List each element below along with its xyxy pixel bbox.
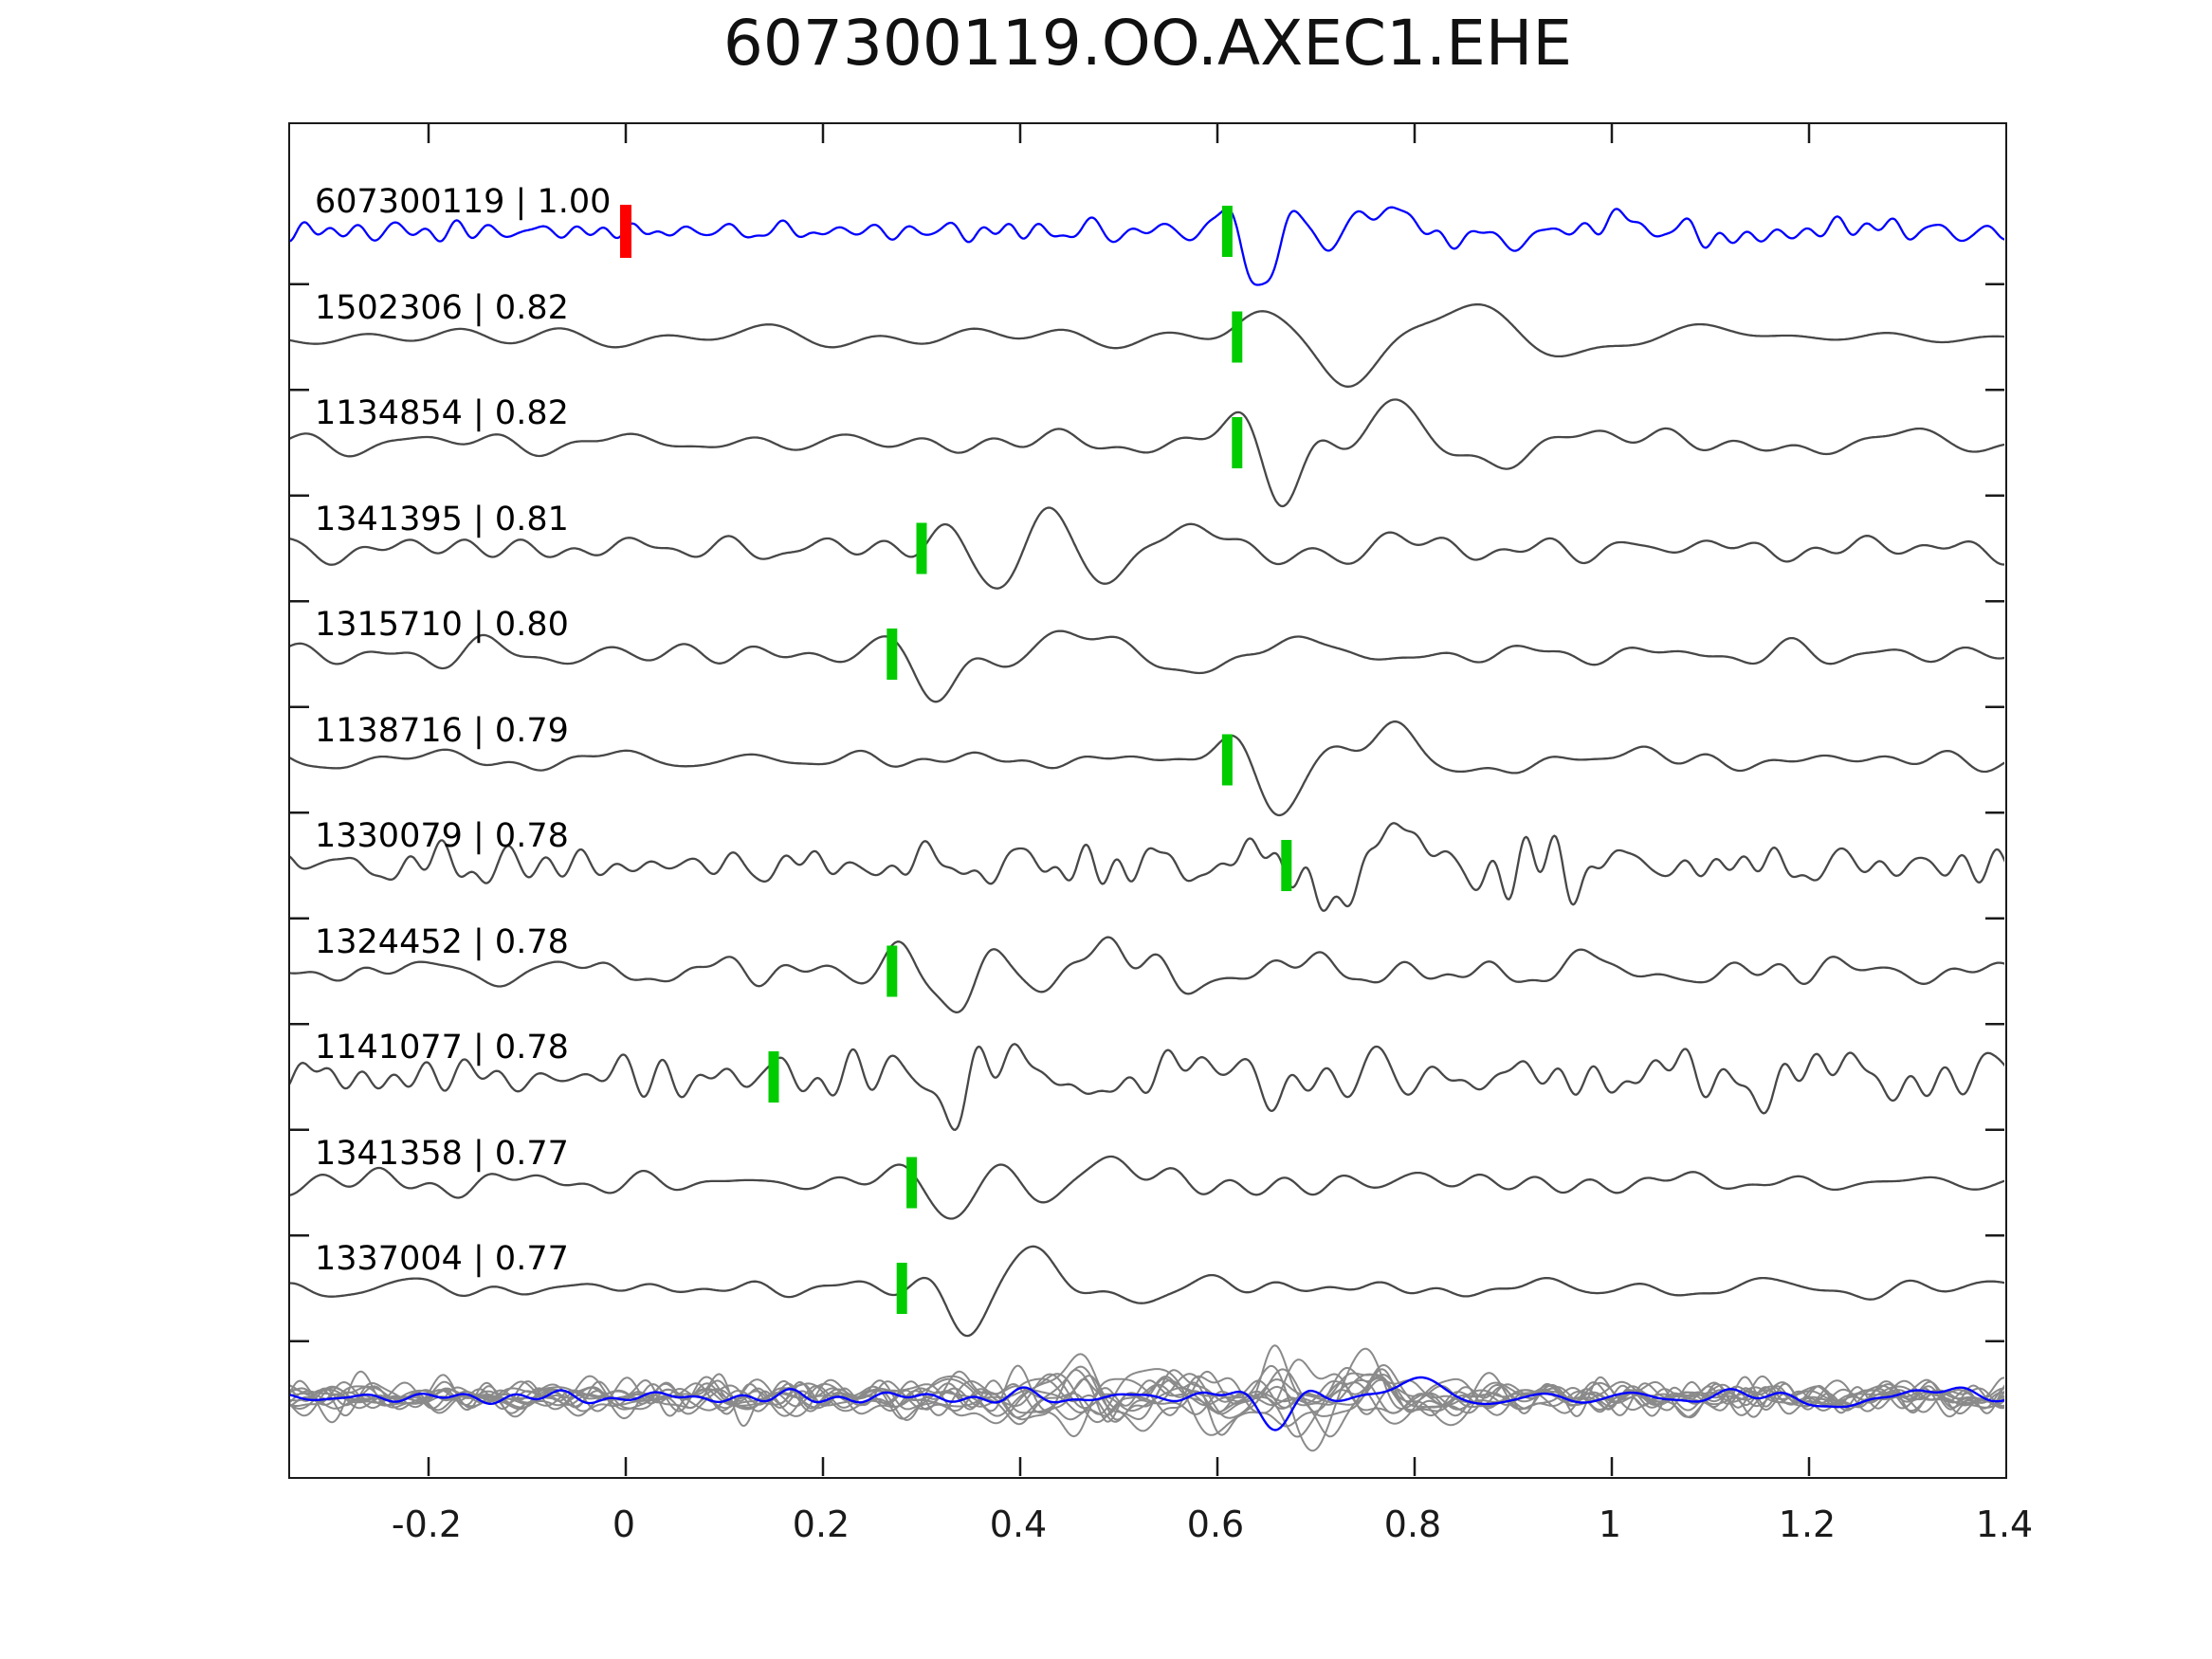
chart-title: 607300119.OO.AXEC1.EHE <box>722 7 1573 80</box>
trace-label: 1330079 | 0.78 <box>315 817 569 855</box>
trace-label: 1502306 | 0.82 <box>315 288 569 327</box>
waveform-path <box>290 302 2004 388</box>
pick-marker <box>887 945 898 997</box>
waveform-path <box>290 1376 2004 1431</box>
waveform-path <box>290 629 2004 703</box>
waveform-path <box>290 398 2004 508</box>
x-tick-label: 0.4 <box>989 1504 1048 1545</box>
trace-label: 607300119 | 1.00 <box>315 183 612 221</box>
trace-label: 1324452 | 0.78 <box>315 922 569 961</box>
x-tick-label: 0 <box>612 1504 636 1545</box>
trace-label: 1341358 | 0.77 <box>315 1134 569 1173</box>
x-tick-label: 1 <box>1598 1504 1622 1545</box>
waveform-path <box>290 1344 2004 1438</box>
waveform-path <box>290 1376 2004 1427</box>
waveform-svg <box>290 124 2004 1476</box>
pick-marker <box>1232 311 1243 363</box>
trace-label: 1134854 | 0.82 <box>315 394 569 432</box>
pick-marker <box>887 629 898 680</box>
x-tick-label: 0.6 <box>1186 1504 1245 1545</box>
waveform-path <box>290 1376 2004 1417</box>
pick-marker <box>1221 206 1233 257</box>
pick-marker <box>906 1157 918 1209</box>
pick-marker <box>768 1051 779 1103</box>
trace-label: 1138716 | 0.79 <box>315 711 569 750</box>
waveform-path <box>290 720 2004 817</box>
x-tick-label: 0.8 <box>1383 1504 1442 1545</box>
waveform-path <box>290 1245 2004 1338</box>
trace-labels-layer: 607300119 | 1.00 1502306 | 0.82 1134854 | … <box>290 124 2005 1477</box>
waveform-path <box>290 1043 2004 1131</box>
waveform-path <box>290 506 2004 590</box>
x-tick-label: 1.4 <box>1975 1504 2034 1545</box>
waveform-path <box>290 1347 2004 1452</box>
x-tick-label: -0.2 <box>391 1504 463 1545</box>
waveform-path <box>290 1155 2004 1220</box>
trace-label: 1337004 | 0.77 <box>315 1240 569 1278</box>
plot-area: 607300119 | 1.00 1502306 | 0.82 1134854 | … <box>288 122 2007 1479</box>
waveform-path <box>290 936 2004 1014</box>
trace-label: 1315710 | 0.80 <box>315 606 569 644</box>
pick-marker <box>916 522 927 574</box>
pick-marker <box>1281 840 1292 891</box>
pick-marker <box>1232 417 1243 468</box>
trace-label: 1341395 | 0.81 <box>315 500 569 538</box>
marker-layer <box>620 205 1292 1314</box>
waveform-path <box>290 206 2004 286</box>
pick-marker <box>1221 734 1233 786</box>
waveform-path <box>290 822 2004 912</box>
x-tick-label: 0.2 <box>792 1504 850 1545</box>
reference-marker <box>620 205 631 258</box>
pick-marker <box>896 1263 907 1314</box>
x-tick-label: 1.2 <box>1778 1504 1837 1545</box>
trace-label: 1141077 | 0.78 <box>315 1029 569 1066</box>
